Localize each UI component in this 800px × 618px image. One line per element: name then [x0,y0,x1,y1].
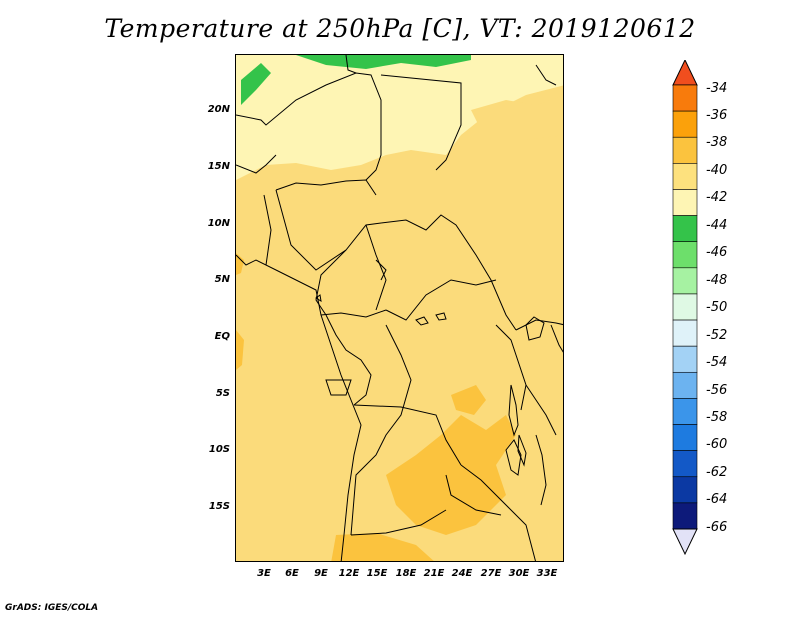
colorbar-cell [672,163,698,190]
colorbar-label: -34 [706,81,728,96]
warm-region-far-south [331,533,434,561]
lon-label-12e: 12E [338,568,360,579]
lon-label-30e: 30E [508,568,530,579]
colorbar-label: -44 [706,218,728,233]
colorbar-cell [672,319,698,347]
coastline-west [236,254,362,561]
colorbar-label: -36 [706,108,728,123]
colorbar-label: -56 [706,383,728,398]
lon-label-24e: 24E [451,568,473,579]
colorbar [670,58,700,564]
lat-label-15n: 15N [207,161,230,172]
colorbar-label: -54 [706,355,728,370]
colorbar-cell [672,424,698,451]
lon-label-33e: 33E [536,568,558,579]
warm-patch-west-coast [236,253,244,370]
colorbar-cell [672,215,698,243]
map-plot-area [235,54,564,562]
colorbar-cell [672,371,698,399]
colorbar-bottom-triangle [672,528,698,556]
lon-label-21e: 21E [423,568,445,579]
lat-label-15s: 15S [208,501,230,512]
colorbar-cells [672,84,698,530]
colorbar-label: -42 [706,190,728,205]
colorbar-cell [672,136,698,164]
colorbar-cell [672,398,698,425]
lon-label-18e: 18E [395,568,417,579]
colorbar-label: -64 [706,492,728,507]
lon-label-9e: 9E [314,568,328,579]
colorbar-label: -52 [706,328,728,343]
country-borders [236,55,563,561]
chart-title: Temperature at 250hPa [C], VT: 201912061… [104,14,696,43]
colorbar-label: -62 [706,465,728,480]
colorbar-cell [672,110,698,138]
colorbar-cell [672,241,698,269]
colorbar-label: -60 [706,437,728,452]
colorbar-cell [672,502,698,530]
warm-patch-northeast [471,95,563,140]
colorbar-label: -46 [706,245,728,260]
colorbar-label: -50 [706,300,728,315]
colorbar-label: -38 [706,135,728,150]
colorbar-svg [672,58,698,556]
colorbar-label: -58 [706,410,728,425]
lon-label-3e: 3E [257,568,271,579]
colorbar-cell [672,189,698,216]
warm-region-south [386,415,516,535]
colorbar-label: -40 [706,163,728,178]
footer-credit: GrADS: IGES/COLA [5,603,99,613]
cool-band-north [236,55,563,180]
colorbar-cell [672,476,698,504]
lat-label-eq: EQ [214,331,230,342]
colorbar-cell [672,84,698,112]
colorbar-cell [672,267,698,295]
colorbar-label: -48 [706,273,728,288]
lon-label-6e: 6E [285,568,299,579]
lat-label-20n: 20N [207,104,230,115]
cold-region-northwest [241,55,471,105]
colorbar-cell [672,345,698,373]
lon-label-27e: 27E [480,568,502,579]
colorbar-cell [672,450,698,478]
lakes [315,294,545,467]
lon-label-15e: 15E [366,568,388,579]
lat-label-10n: 10N [207,218,230,229]
lat-label-10s: 10S [208,444,230,455]
warm-patch-central [451,385,486,415]
colorbar-cell [672,293,698,321]
colorbar-label: -66 [706,520,728,535]
lat-label-5s: 5S [215,388,230,399]
lat-label-5n: 5N [214,274,230,285]
map-svg [236,55,563,561]
colorbar-top-triangle [672,58,698,86]
